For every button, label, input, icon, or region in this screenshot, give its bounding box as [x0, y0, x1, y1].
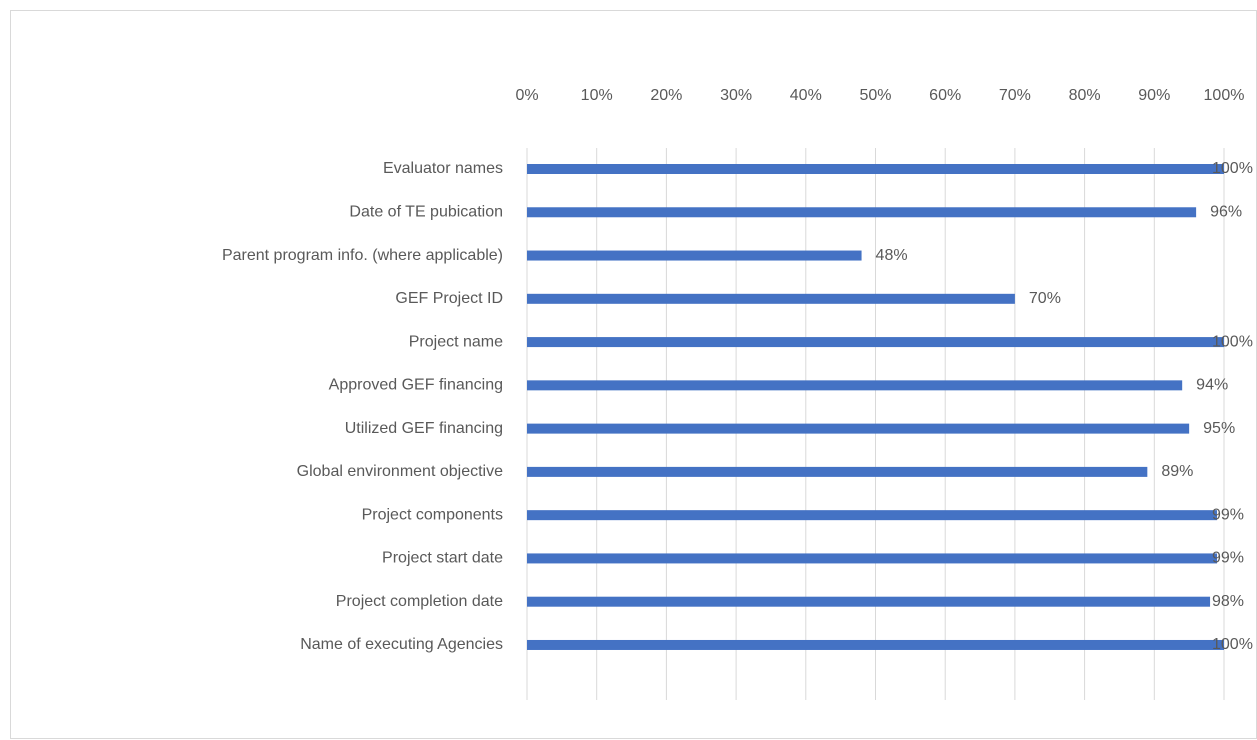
data-label: 48%	[876, 247, 908, 264]
x-tick-label: 20%	[650, 87, 682, 104]
data-label: 94%	[1196, 377, 1228, 394]
bar	[527, 639, 1224, 650]
x-tick-label: 40%	[790, 87, 822, 104]
bar	[527, 553, 1218, 564]
y-tick-label: GEF Project ID	[395, 290, 503, 307]
bar	[527, 207, 1197, 218]
bar	[527, 293, 1015, 304]
y-tick-label: Parent program info. (where applicable)	[222, 247, 503, 264]
x-tick-label: 0%	[515, 87, 538, 104]
y-tick-label: Project start date	[382, 550, 503, 567]
y-tick-label: Project name	[409, 333, 503, 350]
bar	[527, 380, 1183, 391]
y-tick-label: Global environment objective	[297, 463, 503, 480]
bar	[527, 164, 1224, 174]
data-label: 100%	[1212, 636, 1253, 653]
y-tick-label: Project components	[362, 506, 503, 523]
data-label: 98%	[1212, 593, 1244, 610]
y-tick-label: Name of executing Agencies	[300, 636, 503, 653]
y-tick-label: Date of TE pubication	[349, 203, 503, 220]
x-tick-label: 100%	[1204, 87, 1245, 104]
data-label: 89%	[1161, 463, 1193, 480]
y-tick-label: Utilized GEF financing	[345, 420, 503, 437]
x-tick-label: 90%	[1138, 87, 1170, 104]
x-tick-label: 80%	[1069, 87, 1101, 104]
y-tick-label: Approved GEF financing	[329, 377, 503, 394]
data-label: 99%	[1212, 550, 1244, 567]
data-label: 99%	[1212, 506, 1244, 523]
data-label: 100%	[1212, 333, 1253, 350]
chart-border	[10, 10, 1257, 739]
bar	[527, 250, 862, 261]
bar	[527, 337, 1224, 348]
x-tick-label: 10%	[581, 87, 613, 104]
y-tick-label: Evaluator names	[383, 160, 503, 177]
bar	[527, 466, 1148, 477]
data-label: 100%	[1212, 160, 1253, 177]
data-label: 95%	[1203, 420, 1235, 437]
x-tick-label: 30%	[720, 87, 752, 104]
bar	[527, 596, 1211, 607]
bar	[527, 510, 1218, 521]
x-tick-label: 60%	[929, 87, 961, 104]
data-label: 70%	[1029, 290, 1061, 307]
x-tick-label: 50%	[859, 87, 891, 104]
bar	[527, 423, 1190, 434]
x-tick-label: 70%	[999, 87, 1031, 104]
y-tick-label: Project completion date	[336, 593, 503, 610]
data-label: 96%	[1210, 203, 1242, 220]
